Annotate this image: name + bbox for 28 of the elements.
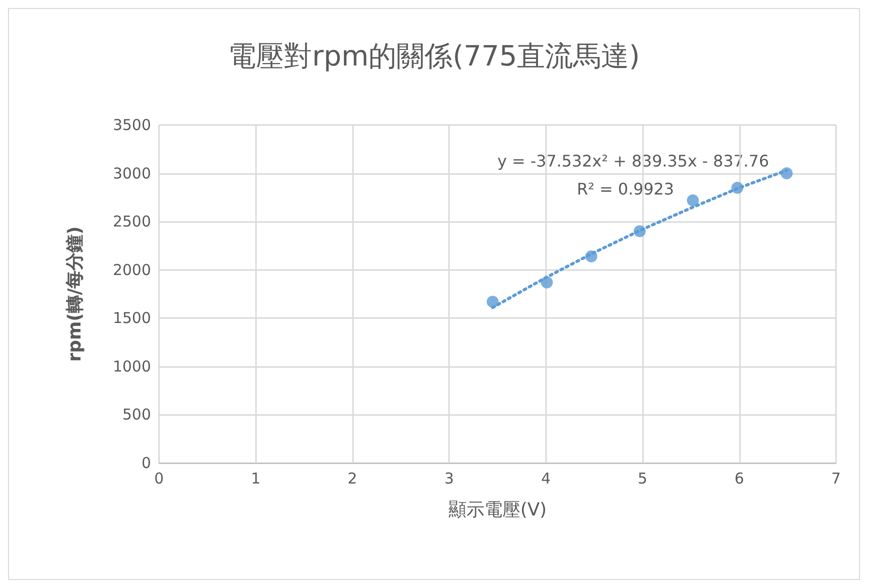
x-tick-label: 2	[348, 470, 358, 488]
x-tick-label: 6	[734, 470, 744, 488]
point	[634, 225, 646, 238]
x-tick-label: 3	[444, 470, 454, 488]
y-axis-title: rpm(轉/每分鐘)	[64, 226, 86, 362]
y-tick-label: 1500	[112, 309, 151, 328]
y-tick-label: 0	[141, 454, 151, 472]
point	[731, 182, 744, 194]
y-tick-label: 3000	[112, 164, 151, 182]
point	[540, 276, 553, 288]
point	[486, 296, 499, 308]
point	[780, 167, 793, 180]
x-tick-label: 4	[541, 470, 551, 488]
y-tick-label: 1000	[112, 357, 151, 376]
annotation: R² = 0.9923	[576, 180, 674, 198]
x-axis-title: 顯示電壓(V)	[448, 500, 547, 520]
x-tick-label: 7	[831, 470, 841, 488]
x-tick-label: 5	[638, 470, 648, 488]
y-tick-label: 3500	[112, 116, 151, 134]
y-tick-label: 2000	[112, 260, 151, 279]
x-tick-label: 1	[250, 470, 260, 488]
point	[686, 194, 699, 206]
annotation: y = -37.532x² + 839.35x - 837.76	[497, 152, 770, 170]
chart-title: 電壓對rpm的關係(775直流馬達)	[228, 40, 640, 72]
x-tick-label: 0	[154, 470, 164, 488]
point	[585, 250, 598, 262]
y-tick-label: 2500	[112, 212, 151, 231]
y-tick-label: 500	[122, 406, 151, 424]
